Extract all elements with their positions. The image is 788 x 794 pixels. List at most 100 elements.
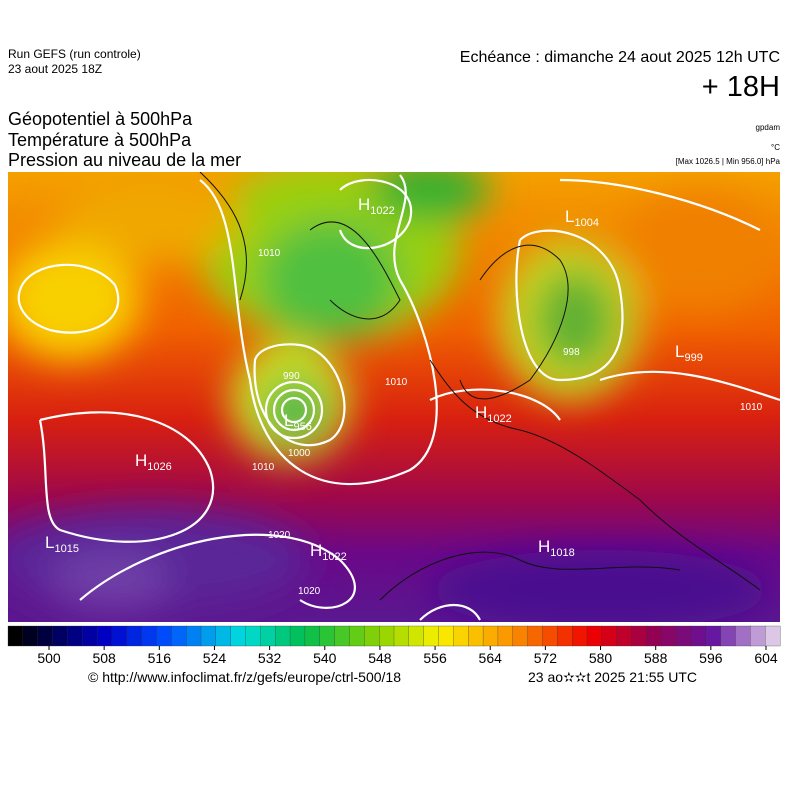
colorbar-swatch bbox=[616, 625, 632, 647]
isobar-label: 998 bbox=[563, 347, 580, 358]
colorbar-swatch bbox=[601, 625, 618, 647]
colorbar-swatch bbox=[186, 625, 202, 647]
center-letter: H bbox=[538, 537, 550, 556]
colorbar-swatch bbox=[289, 625, 306, 647]
colorbar-tick-label: 596 bbox=[699, 650, 723, 666]
colorbar-tick-label: 572 bbox=[534, 650, 558, 666]
colorbar-swatch bbox=[468, 625, 484, 647]
colorbar-swatch bbox=[82, 625, 98, 647]
isobar-label: 1010 bbox=[740, 402, 763, 413]
colorbar-swatch bbox=[200, 625, 217, 647]
center-value: 1015 bbox=[54, 543, 78, 555]
valid-time: Echéance : dimanche 24 aout 2025 12h UTC bbox=[460, 49, 780, 66]
isobar-label: 1020 bbox=[268, 530, 291, 541]
colorbar-tick-label: 556 bbox=[423, 650, 447, 666]
colorbar-tick-label: 588 bbox=[644, 650, 668, 666]
colorbar-swatch bbox=[497, 625, 514, 647]
generated: 23 ao✫✫t 2025 21:55 UTC bbox=[528, 669, 697, 685]
field-label: Pression au niveau de la mer bbox=[8, 150, 241, 170]
center-letter: L bbox=[675, 342, 684, 361]
colorbar-swatch bbox=[245, 625, 261, 647]
colorbar-tick-label: 524 bbox=[203, 650, 227, 666]
isobar-label: 1010 bbox=[252, 462, 275, 473]
colorbar-swatch bbox=[379, 625, 395, 647]
unit: °C bbox=[771, 143, 780, 152]
colorbar-tick-label: 540 bbox=[313, 650, 337, 666]
colorbar-swatch bbox=[67, 625, 83, 647]
run-label: Run GEFS (run controle) bbox=[8, 47, 141, 61]
colorbar-swatch bbox=[275, 625, 291, 647]
colorbar-swatch bbox=[230, 625, 246, 647]
colorbar-swatch bbox=[334, 625, 350, 647]
colorbar-swatch bbox=[260, 625, 276, 647]
colorbar-swatch bbox=[527, 625, 543, 647]
colorbar-swatch bbox=[141, 625, 157, 647]
colorbar-tick-label: 564 bbox=[479, 650, 503, 666]
colorbar-swatch bbox=[690, 625, 707, 647]
colorbar-tick-label: 500 bbox=[37, 650, 61, 666]
center-letter: L bbox=[565, 207, 574, 226]
pressure-range: [Max 1026.5 | Min 956.0] hPa bbox=[676, 157, 781, 166]
colorbar-swatch bbox=[96, 625, 113, 647]
center-value: 1018 bbox=[550, 547, 574, 559]
colorbar-swatch bbox=[7, 625, 24, 647]
colorbar-swatch bbox=[393, 625, 410, 647]
colorbar-swatch bbox=[542, 625, 558, 647]
colorbar-swatch bbox=[156, 625, 172, 647]
center-value: 956 bbox=[293, 421, 311, 433]
colorbar-tick-label: 532 bbox=[258, 650, 282, 666]
colorbar-swatch bbox=[22, 625, 39, 647]
colorbar-swatch bbox=[631, 625, 647, 647]
pressure-center: H1022 bbox=[310, 541, 347, 563]
center-value: 999 bbox=[684, 352, 702, 364]
colorbar: 500 508 516 524 532 540 548 556 564 572 580 588 596 6… bbox=[7, 625, 781, 666]
center-value: 1022 bbox=[322, 551, 346, 563]
colorbar-swatch bbox=[349, 625, 365, 647]
field-label: Température à 500hPa bbox=[8, 130, 192, 150]
colorbar-swatch bbox=[111, 625, 128, 647]
colorbar-tick-label: 548 bbox=[368, 650, 392, 666]
center-value: 1022 bbox=[370, 205, 394, 217]
center-value: 1022 bbox=[487, 413, 511, 425]
colorbar-swatch bbox=[319, 625, 336, 647]
colorbar-swatch bbox=[126, 625, 143, 647]
colorbar-tick-label: 580 bbox=[589, 650, 613, 666]
center-letter: H bbox=[135, 451, 147, 470]
colorbar-swatch bbox=[661, 625, 677, 647]
colorbar-tick-label: 604 bbox=[754, 650, 778, 666]
colorbar-swatch bbox=[675, 625, 692, 647]
pressure-center: H1022 bbox=[475, 403, 512, 425]
isobar-label: 1000 bbox=[288, 448, 311, 459]
colorbar-tick-label: 508 bbox=[92, 650, 116, 666]
pressure-center: L999 bbox=[675, 342, 703, 364]
isobar-label: 1010 bbox=[385, 377, 408, 388]
isobar-label: 1020 bbox=[298, 586, 321, 597]
colorbar-swatch bbox=[646, 625, 662, 647]
colorbar-swatch bbox=[720, 625, 736, 647]
map bbox=[8, 172, 780, 622]
isobar-label: 990 bbox=[283, 371, 300, 382]
colorbar-swatch bbox=[482, 625, 499, 647]
pressure-center: H1018 bbox=[538, 537, 575, 559]
colorbar-swatch bbox=[171, 625, 187, 647]
colorbar-swatch bbox=[423, 625, 439, 647]
center-letter: L bbox=[284, 411, 293, 430]
colorbar-swatch bbox=[438, 625, 454, 647]
center-letter: H bbox=[475, 403, 487, 422]
colorbar-swatch bbox=[52, 625, 68, 647]
pressure-center: H1022 bbox=[358, 195, 395, 217]
unit: gpdam bbox=[756, 123, 781, 132]
colorbar-swatch bbox=[705, 625, 722, 647]
center-letter: H bbox=[310, 541, 322, 560]
colorbar-swatch bbox=[586, 625, 603, 647]
colorbar-swatch bbox=[37, 625, 53, 647]
pressure-center: H1026 bbox=[135, 451, 172, 473]
colorbar-swatch bbox=[750, 625, 766, 647]
field-label: Géopotentiel à 500hPa bbox=[8, 109, 193, 129]
center-value: 1026 bbox=[147, 461, 171, 473]
colorbar-swatch bbox=[735, 625, 751, 647]
pressure-center: L1015 bbox=[45, 533, 79, 555]
center-letter: L bbox=[45, 533, 54, 552]
colorbar-swatch bbox=[765, 625, 781, 647]
pressure-center: L1004 bbox=[565, 207, 599, 229]
